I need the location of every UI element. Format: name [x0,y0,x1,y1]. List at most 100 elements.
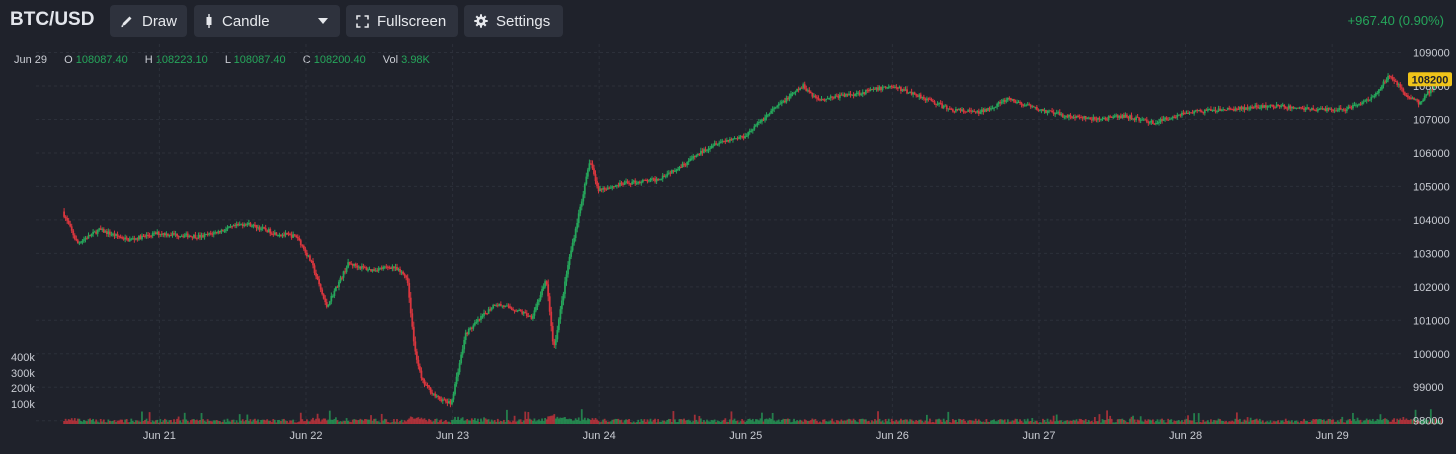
volume-bar [1319,419,1322,424]
candle-body [1355,104,1357,106]
candle-body [269,229,272,234]
candle-body [842,94,844,96]
candle-body [886,87,889,89]
volume-bar [1080,419,1083,424]
volume-bar [318,418,321,424]
volume-bar [528,418,531,424]
candle-body [1222,109,1225,111]
candle-body [254,224,256,226]
chart-type-select[interactable]: Candle [194,5,340,37]
candle-body [477,319,479,322]
volume-bar [1089,421,1092,424]
time-tick-label: Jun 27 [1022,430,1055,442]
volume-bar [217,421,220,424]
volume-bar [869,422,872,424]
candle-body [1297,107,1299,109]
candle-body [715,143,718,145]
candle-body [217,231,220,234]
settings-button[interactable]: Settings [464,5,563,37]
candle-body [290,234,293,238]
volume-bar [843,420,846,424]
candle-body [609,187,612,189]
volume-bar [307,421,310,424]
volume-bar [939,419,942,424]
volume-bar [516,421,519,424]
volume-bar [683,418,685,424]
candle-body [484,312,487,314]
candle-body [532,315,534,319]
candle-body [1286,108,1289,110]
candle-body [811,92,814,97]
volume-bar [1200,422,1203,424]
volume-bar [1309,422,1312,424]
candle-icon [206,14,212,28]
volume-bar [600,421,603,424]
candle-body [101,229,104,231]
volume-bar [186,420,189,424]
volume-bar [623,420,626,424]
low-value: 108087.40 [233,54,286,66]
candle-body [438,396,441,400]
candle-body [1292,106,1295,109]
volume-bar [1084,419,1087,424]
volume-bar [481,421,484,424]
volume-bar [1323,419,1325,424]
candle-body [400,271,403,273]
volume-bar [324,418,327,424]
volume-bar [1318,418,1321,424]
volume-bar [602,419,605,424]
candle-body [251,226,253,228]
candles [63,73,1443,408]
volume-bar [941,421,944,424]
candle-body [1196,110,1199,112]
volume-bar [608,421,611,424]
volume-bar [751,418,754,424]
candle-body [713,143,716,146]
candle-body [151,233,154,236]
volume-bar [684,420,687,424]
candle-body [67,220,70,224]
candle-body [588,163,591,170]
candle-body [301,245,304,247]
volume-bar [1391,419,1394,424]
candle-body [1080,117,1083,119]
volume-bar [562,417,565,424]
candle-body [625,181,627,183]
candle-body [215,232,218,234]
fullscreen-button[interactable]: Fullscreen [346,5,458,37]
volume-bar [446,421,449,424]
candle-body [1220,110,1223,112]
candle-body [247,222,250,224]
candle-body [69,223,72,227]
candle-body [350,263,353,265]
volume-bar [344,420,346,424]
volume-bar [426,421,429,424]
price-change: +967.40 (0.90%) [1347,13,1444,28]
volume-bar [863,419,866,424]
volume-bar [1071,420,1073,424]
candle-body [232,225,235,227]
candle-body [629,183,632,185]
volume-bar [351,419,354,424]
volume-bar [573,420,576,424]
volume-bar [142,421,145,424]
volume-bar [225,422,227,424]
candle-body [1289,105,1292,109]
candle-body [284,232,287,236]
volume-bar [756,419,759,424]
volume-bar [672,411,675,424]
volume-bar [590,420,592,424]
volume-bar [443,421,446,424]
volume-bar [1013,420,1015,424]
volume-bar [1388,421,1391,424]
candle-body [1315,109,1318,112]
volume-bar [1307,422,1310,424]
volume-bar [785,418,788,424]
price-tick-label: 109000 [1413,48,1450,60]
volume-bar [254,418,256,424]
volume-bar [976,420,979,424]
volume-bar [339,421,342,424]
volume-bar [1194,422,1197,424]
draw-button[interactable]: Draw [110,5,187,37]
